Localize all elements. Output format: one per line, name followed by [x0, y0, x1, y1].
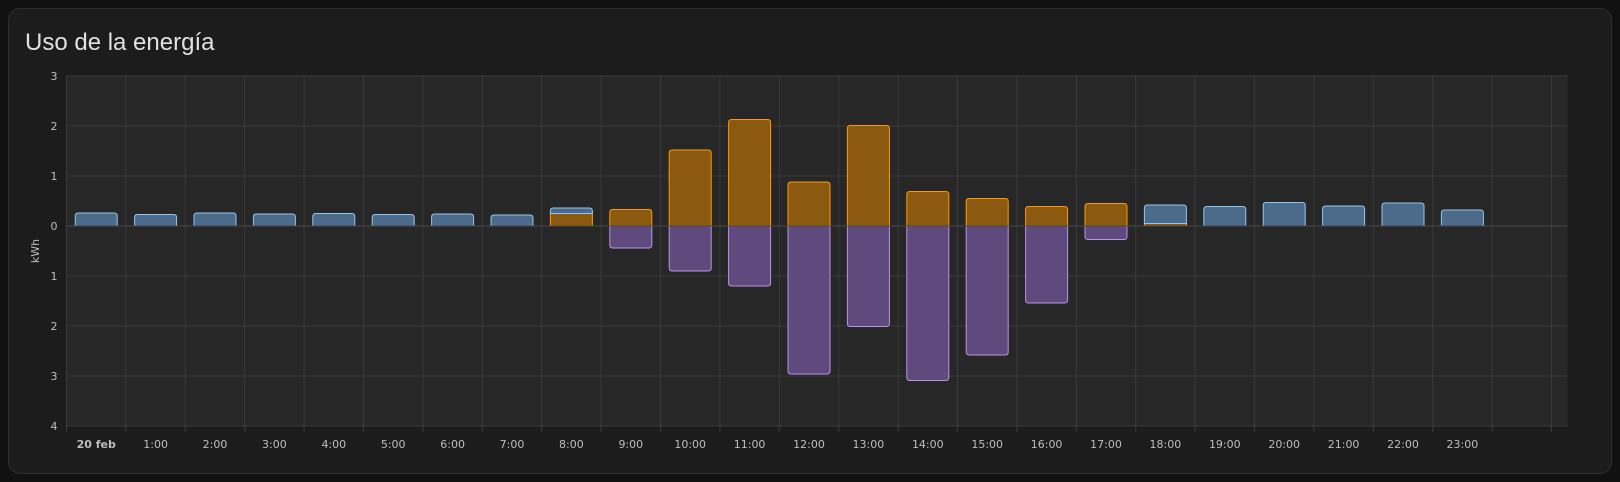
x-tick-label: 4:00 — [321, 438, 346, 451]
energy-usage-card: Uso de la energía 3 2 1 0 1 2 3 4 kWh 20 feb 1:00 2… — [8, 8, 1612, 474]
bar-grid-consumption[interactable] — [1440, 209, 1484, 227]
x-tick-label: 15:00 — [971, 438, 1003, 451]
x-tick-label: 18:00 — [1150, 438, 1182, 451]
bar-solar[interactable] — [549, 213, 593, 227]
x-tick-label: 8:00 — [559, 438, 584, 451]
y-tick-label: 1 — [51, 170, 58, 183]
bar-grid-consumption[interactable] — [1322, 205, 1366, 227]
y-tick-label: 4 — [51, 420, 58, 433]
x-tick-label: 7:00 — [500, 438, 525, 451]
x-tick-label: 16:00 — [1031, 438, 1063, 451]
bar-solar[interactable] — [846, 125, 890, 227]
y-tick-label: 0 — [51, 220, 58, 233]
x-tick-label: 5:00 — [381, 438, 406, 451]
x-tick-label: 2:00 — [203, 438, 228, 451]
x-tick-label: 20 feb — [77, 438, 116, 451]
bar-return-to-grid[interactable] — [609, 225, 653, 249]
bar-solar[interactable] — [965, 198, 1009, 227]
bar-return-to-grid[interactable] — [787, 225, 831, 375]
x-tick-label: 1:00 — [143, 438, 168, 451]
bar-return-to-grid[interactable] — [728, 225, 772, 287]
bar-return-to-grid[interactable] — [906, 225, 950, 381]
x-tick-label: 19:00 — [1209, 438, 1241, 451]
x-tick-label: 3:00 — [262, 438, 287, 451]
card-title: Uso de la energía — [25, 29, 215, 56]
y-tick-label: 2 — [51, 320, 58, 333]
bar-grid-consumption[interactable] — [252, 213, 296, 227]
bar-grid-consumption[interactable] — [74, 212, 118, 227]
bar-solar[interactable] — [728, 119, 772, 227]
x-tick-label: 22:00 — [1387, 438, 1419, 451]
x-tick-label: 10:00 — [674, 438, 706, 451]
energy-bar-chart[interactable]: 3 2 1 0 1 2 3 4 kWh 20 feb 1:00 2:00 3:00 4:00 5:00 6:0… — [9, 9, 1611, 473]
bar-solar[interactable] — [906, 191, 950, 227]
x-tick-label: 17:00 — [1090, 438, 1122, 451]
x-tick-label: 23:00 — [1447, 438, 1479, 451]
bar-grid-consumption[interactable] — [1143, 204, 1187, 224]
x-tick-label: 13:00 — [853, 438, 885, 451]
bar-grid-consumption[interactable] — [1381, 202, 1425, 227]
bar-solar[interactable] — [609, 209, 653, 227]
x-tick-label: 20:00 — [1268, 438, 1300, 451]
bar-grid-consumption[interactable] — [134, 214, 178, 227]
bar-solar[interactable] — [787, 181, 831, 227]
bar-grid-consumption[interactable] — [193, 212, 237, 227]
y-tick-label: 3 — [51, 370, 58, 383]
bar-grid-consumption[interactable] — [371, 214, 415, 227]
bar-return-to-grid[interactable] — [1084, 225, 1128, 240]
bar-grid-consumption[interactable] — [1262, 202, 1306, 227]
x-tick-label: 11:00 — [734, 438, 766, 451]
y-tick-label: 2 — [51, 120, 58, 133]
bar-solar[interactable] — [668, 149, 712, 227]
bar-solar[interactable] — [1025, 206, 1069, 227]
y-tick-label: 1 — [51, 270, 58, 283]
bar-return-to-grid[interactable] — [965, 225, 1009, 356]
y-tick-label: 3 — [51, 70, 58, 83]
bar-return-to-grid[interactable] — [1025, 225, 1069, 304]
bar-grid-consumption[interactable] — [312, 213, 356, 227]
bar-grid-consumption[interactable] — [431, 213, 475, 227]
x-tick-label: 12:00 — [793, 438, 825, 451]
x-tick-label: 14:00 — [912, 438, 944, 451]
x-tick-label: 9:00 — [618, 438, 643, 451]
x-tick-label: 21:00 — [1328, 438, 1360, 451]
y-axis-title: kWh — [29, 239, 42, 263]
bar-return-to-grid[interactable] — [846, 225, 890, 327]
x-tick-label: 6:00 — [440, 438, 465, 451]
bar-return-to-grid[interactable] — [668, 225, 712, 272]
bar-grid-consumption[interactable] — [1203, 206, 1247, 227]
bar-grid-consumption[interactable] — [490, 214, 534, 227]
bar-solar[interactable] — [1084, 203, 1128, 227]
bar-grid-consumption[interactable] — [549, 207, 593, 214]
